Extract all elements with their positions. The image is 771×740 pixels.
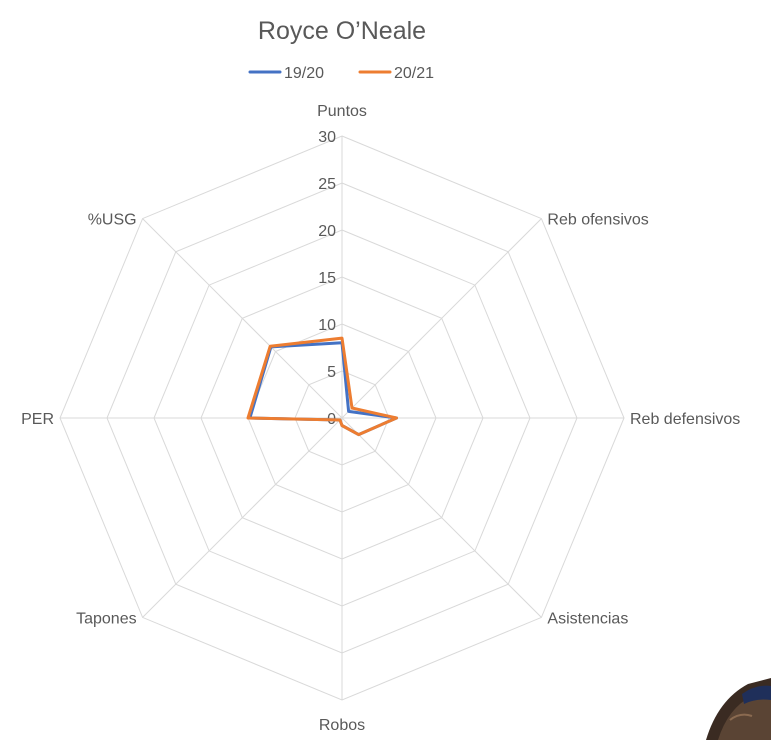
spoke-pct-usg [142, 218, 343, 419]
tick-label-10: 10 [318, 317, 336, 334]
tick-label-20: 20 [318, 223, 336, 240]
legend-label-20-21: 20/21 [394, 65, 434, 82]
category-label-robos: Robos [319, 717, 365, 734]
legend-label-19-20: 19/20 [284, 65, 324, 82]
tick-label-30: 30 [318, 129, 336, 146]
legend: 19/20 20/21 [248, 65, 434, 82]
spoke-reb-ofensivos [341, 218, 542, 419]
tick-label-25: 25 [318, 176, 336, 193]
series-line-20-21 [246, 336, 398, 437]
series-lines [246, 336, 398, 437]
chart-title: Royce O’Neale [258, 17, 426, 45]
player-photo-fragment [706, 678, 771, 740]
category-label-tapones: Tapones [76, 610, 137, 627]
category-label-puntos: Puntos [317, 103, 367, 120]
spoke-tapones [142, 417, 343, 618]
tick-label-15: 15 [318, 270, 336, 287]
category-label-reb-ofensivos: Reb ofensivos [547, 212, 648, 229]
category-label-pct-usg: %USG [88, 212, 137, 229]
category-label-per: PER [21, 411, 54, 428]
radar-spokes [60, 136, 624, 700]
category-labels: Puntos Reb ofensivos Reb defensivos Asisten… [21, 103, 740, 734]
category-label-asistencias: Asistencias [547, 610, 628, 627]
category-label-reb-defensivos: Reb defensivos [630, 411, 740, 428]
spoke-asistencias [341, 417, 542, 618]
tick-label-5: 5 [327, 364, 336, 381]
